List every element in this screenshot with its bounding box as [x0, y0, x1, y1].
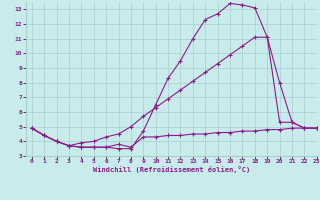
X-axis label: Windchill (Refroidissement éolien,°C): Windchill (Refroidissement éolien,°C): [92, 166, 250, 173]
